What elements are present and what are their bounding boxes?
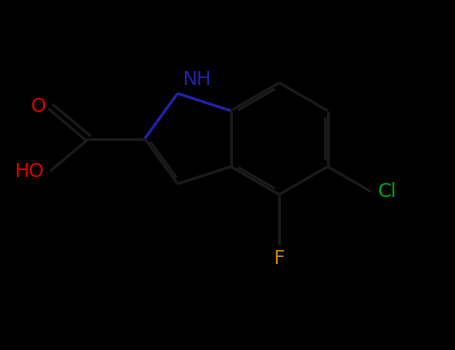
Text: NH: NH bbox=[182, 70, 211, 89]
Text: HO: HO bbox=[14, 161, 44, 181]
Text: Cl: Cl bbox=[378, 182, 397, 201]
Text: F: F bbox=[273, 249, 285, 268]
Text: O: O bbox=[30, 97, 46, 116]
